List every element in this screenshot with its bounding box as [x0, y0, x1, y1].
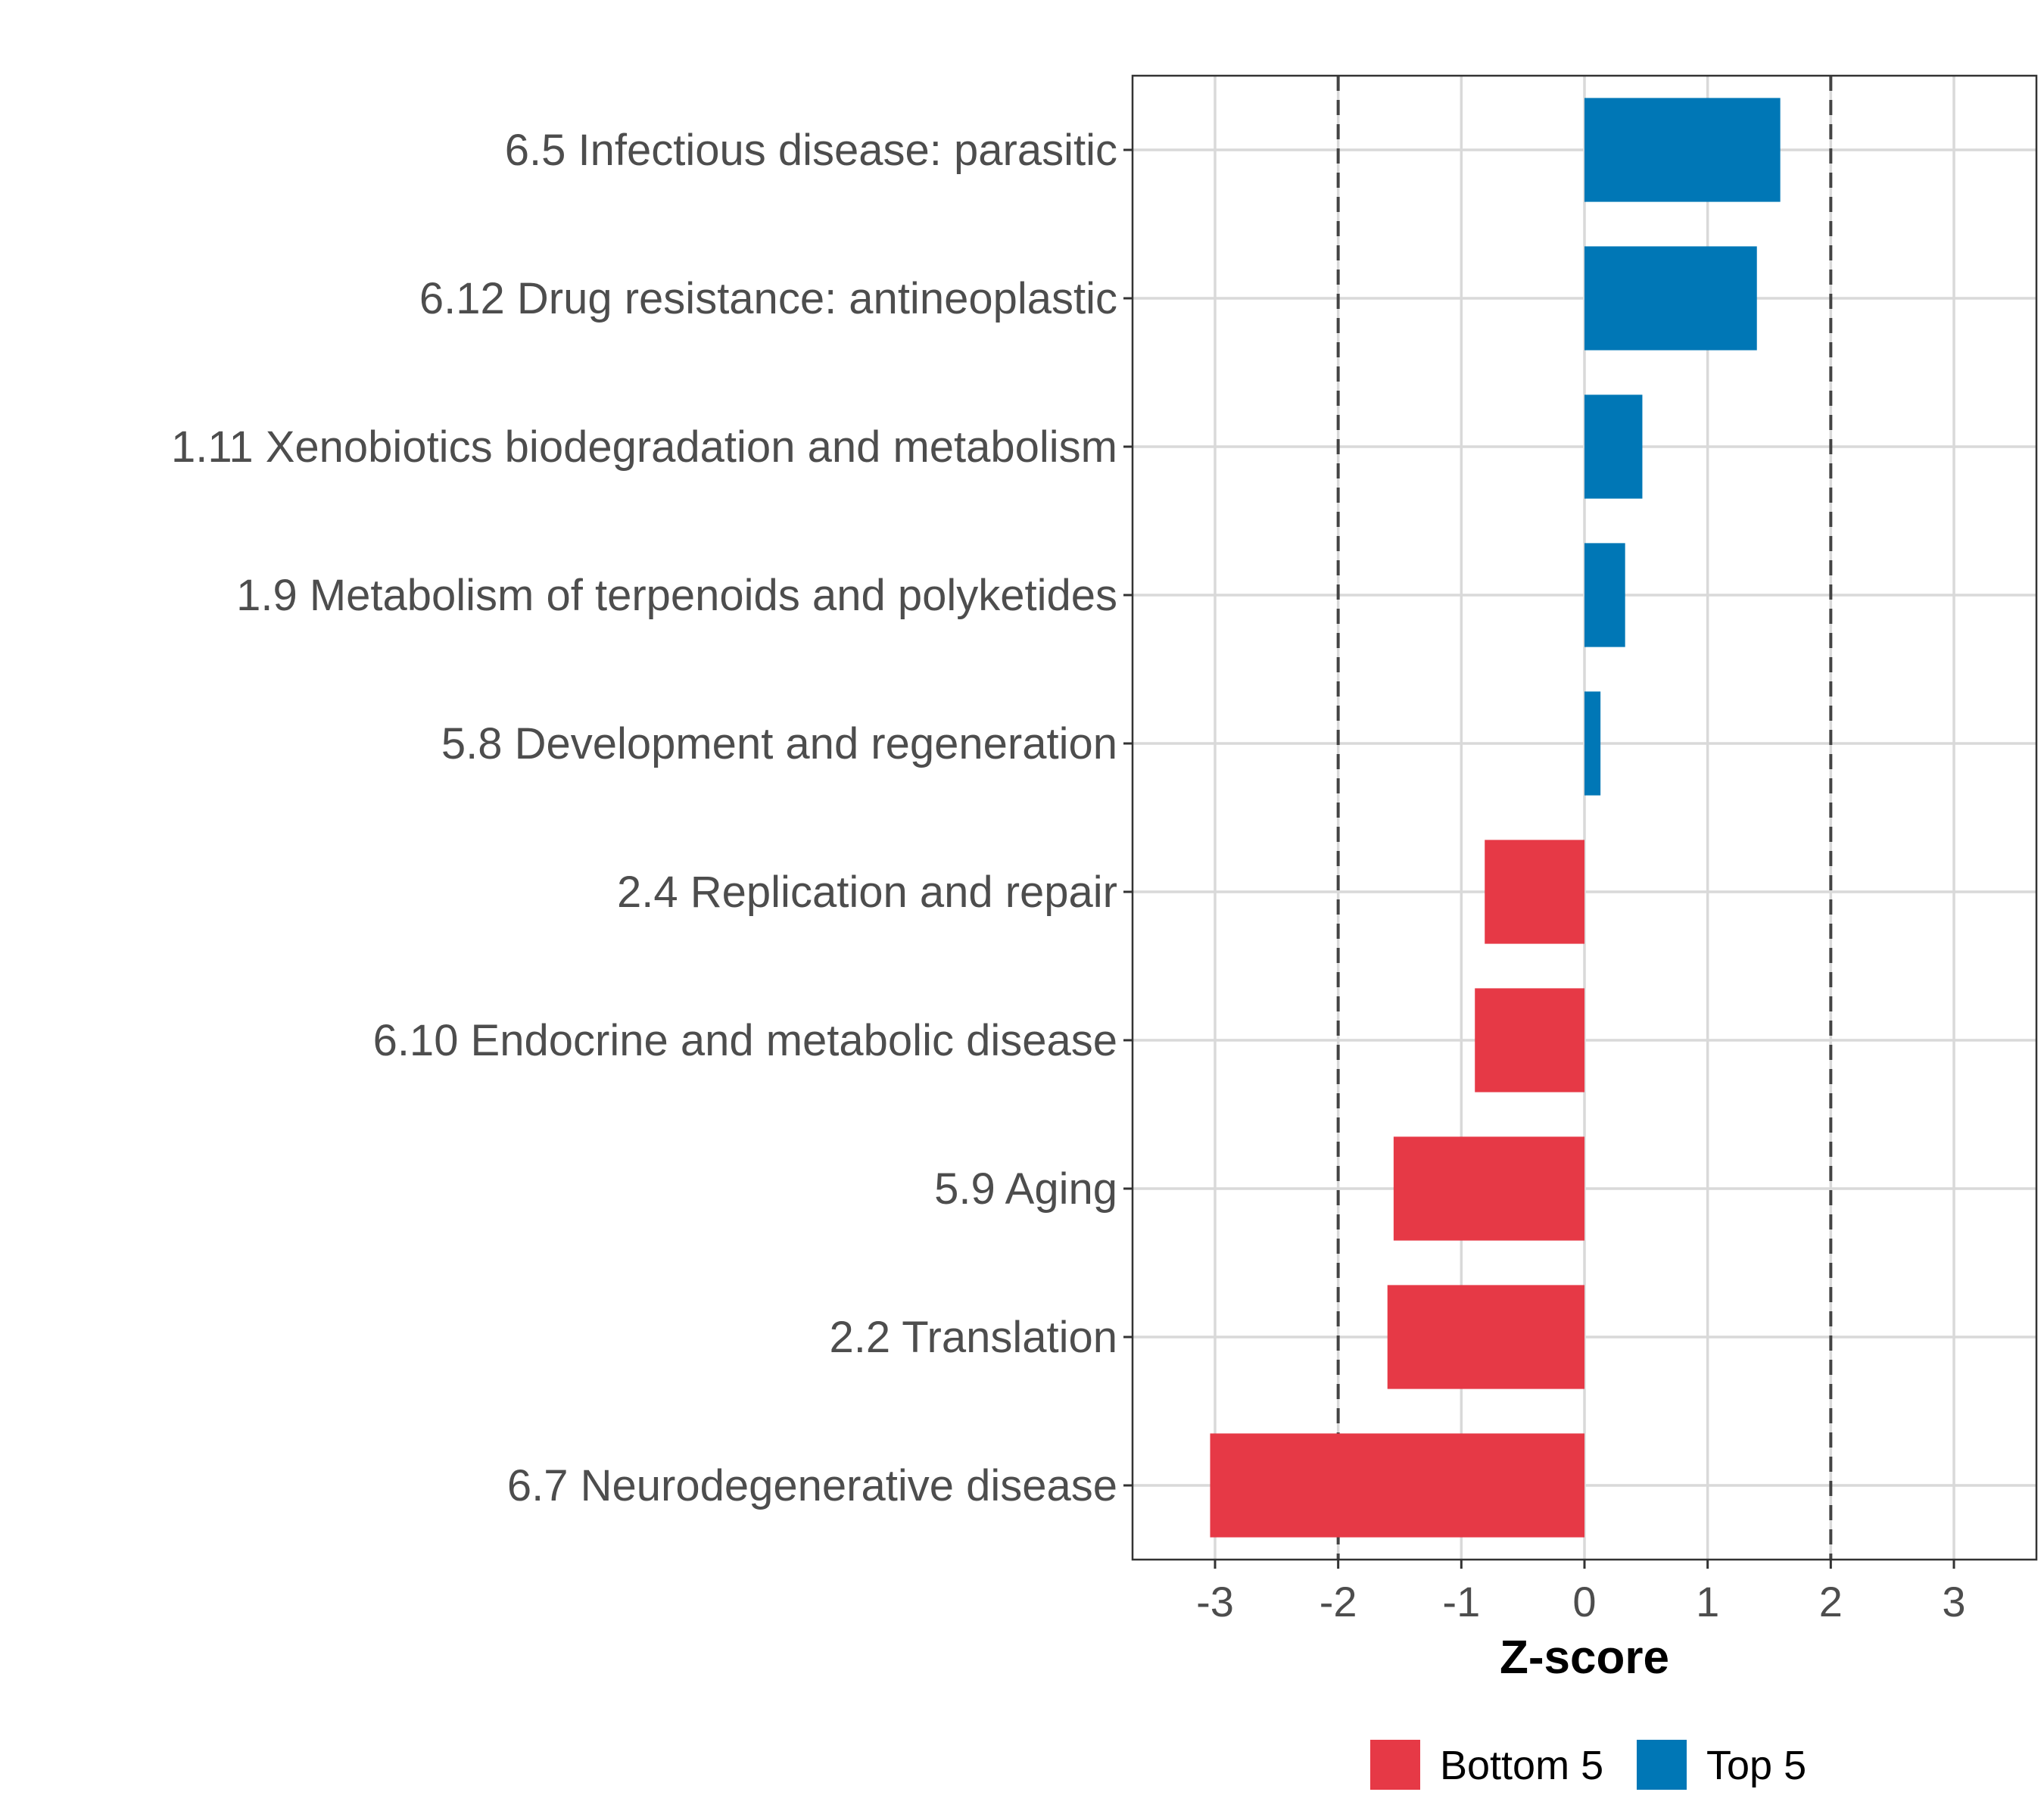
x-axis-ticks: -3 -2 -1 0 1 2 3 — [1196, 1560, 1966, 1625]
bar-top — [1584, 98, 1781, 202]
y-tick-label: 1.11 Xenobiotics biodegradation and meta… — [171, 422, 1117, 472]
bar-top — [1584, 691, 1601, 796]
legend-key-top — [1637, 1740, 1687, 1790]
bar-top — [1584, 543, 1625, 647]
y-tick-label: 5.8 Development and regeneration — [441, 719, 1117, 768]
x-axis-title: Z-score — [1500, 1632, 1669, 1684]
y-tick-label: 6.10 Endocrine and metabolic disease — [373, 1016, 1117, 1065]
legend-label: Bottom 5 — [1440, 1743, 1603, 1788]
y-axis-labels: 6.5 Infectious disease: parasitic 6.12 Dr… — [171, 126, 1133, 1510]
bar-top — [1584, 246, 1757, 351]
y-tick-label: 2.2 Translation — [830, 1313, 1117, 1362]
x-tick-label: -3 — [1196, 1578, 1234, 1625]
legend: Bottom 5 Top 5 — [1370, 1740, 1806, 1790]
x-tick-label: 3 — [1942, 1578, 1965, 1625]
y-tick-label: 6.7 Neurodegenerative disease — [507, 1461, 1117, 1510]
bar-bottom — [1475, 988, 1584, 1092]
bars — [1210, 98, 1781, 1538]
y-tick-label: 1.9 Metabolism of terpenoids and polyket… — [236, 571, 1117, 620]
y-tick-label: 5.9 Aging — [934, 1164, 1117, 1214]
reference-lines — [1336, 76, 1833, 1560]
bar-top — [1584, 394, 1643, 499]
y-tick-label: 6.5 Infectious disease: parasitic — [505, 126, 1117, 175]
y-tick-label: 6.12 Drug resistance: antineoplastic — [419, 274, 1117, 323]
x-tick-label: 1 — [1696, 1578, 1719, 1625]
x-tick-label: 2 — [1819, 1578, 1843, 1625]
x-tick-label: -2 — [1320, 1578, 1357, 1625]
x-tick-label: -1 — [1442, 1578, 1480, 1625]
legend-key-bottom — [1370, 1740, 1420, 1790]
x-tick-label: 0 — [1572, 1578, 1596, 1625]
legend-label: Top 5 — [1706, 1743, 1806, 1788]
bar-bottom — [1485, 840, 1584, 944]
bar-bottom — [1393, 1136, 1584, 1241]
y-tick-label: 2.4 Replication and repair — [617, 868, 1117, 917]
bar-bottom — [1210, 1433, 1584, 1538]
bar-bottom — [1387, 1285, 1584, 1389]
